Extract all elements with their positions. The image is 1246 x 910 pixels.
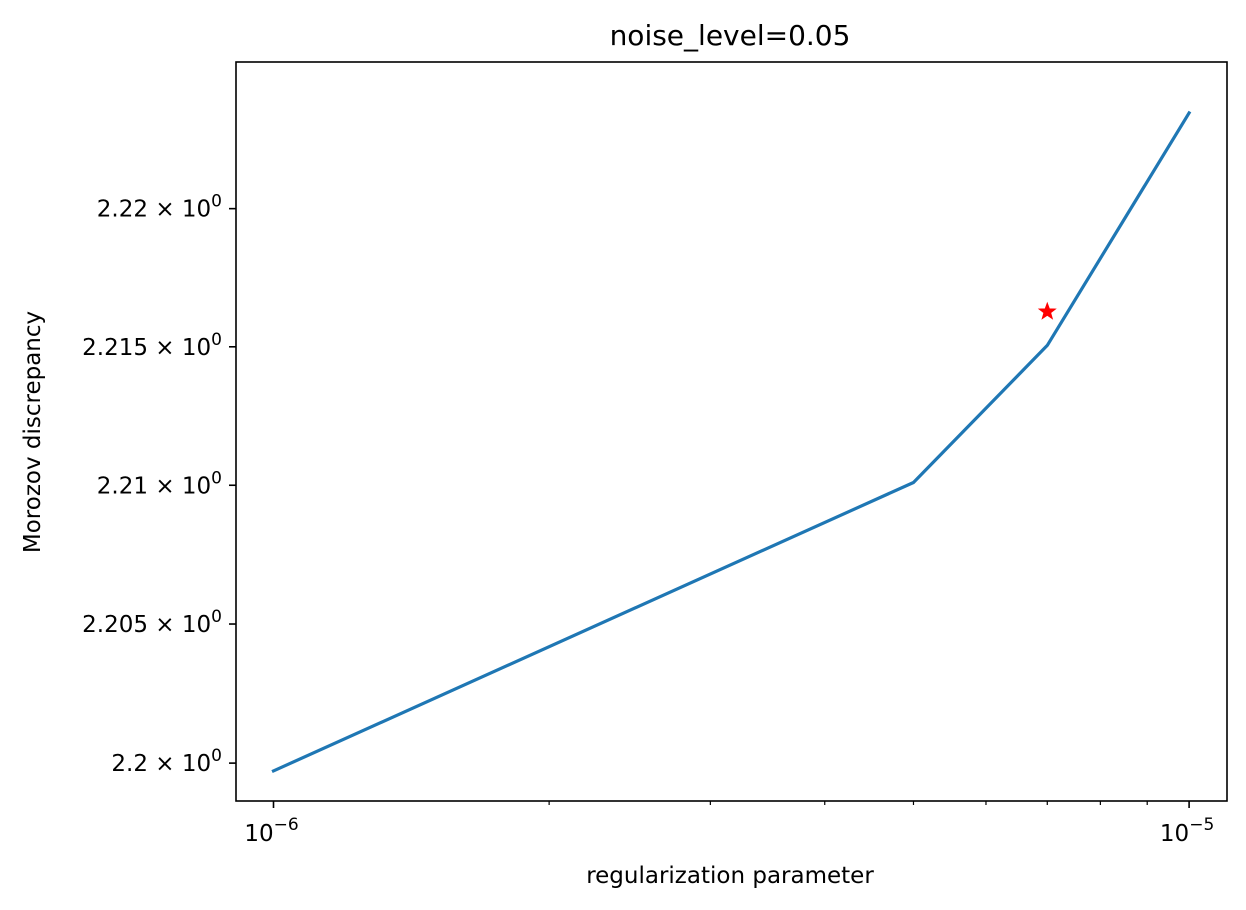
plot-area: 2.2 × 100 2.205 × 100 2.21 × 100 2.215 × 10…	[82, 61, 1228, 847]
x-axis-label: regularization parameter	[586, 863, 874, 889]
y-axis-label: Morozov discrepancy	[20, 311, 46, 553]
y-tick-label: 2.2 × 100	[111, 746, 222, 777]
y-tick-label: 2.21 × 100	[97, 468, 222, 499]
marker-star	[1037, 301, 1057, 320]
y-tick-label: 2.215 × 100	[82, 330, 222, 361]
x-tick-label: 10−5	[1160, 815, 1214, 847]
plot-frame	[235, 61, 1228, 802]
chart-title: noise_level=0.05	[610, 19, 851, 52]
series-line	[271, 110, 1192, 774]
y-tick-label: 2.22 × 100	[97, 192, 222, 223]
y-tick-label: 2.205 × 100	[82, 607, 222, 638]
x-tick-label: 10−6	[244, 815, 298, 847]
